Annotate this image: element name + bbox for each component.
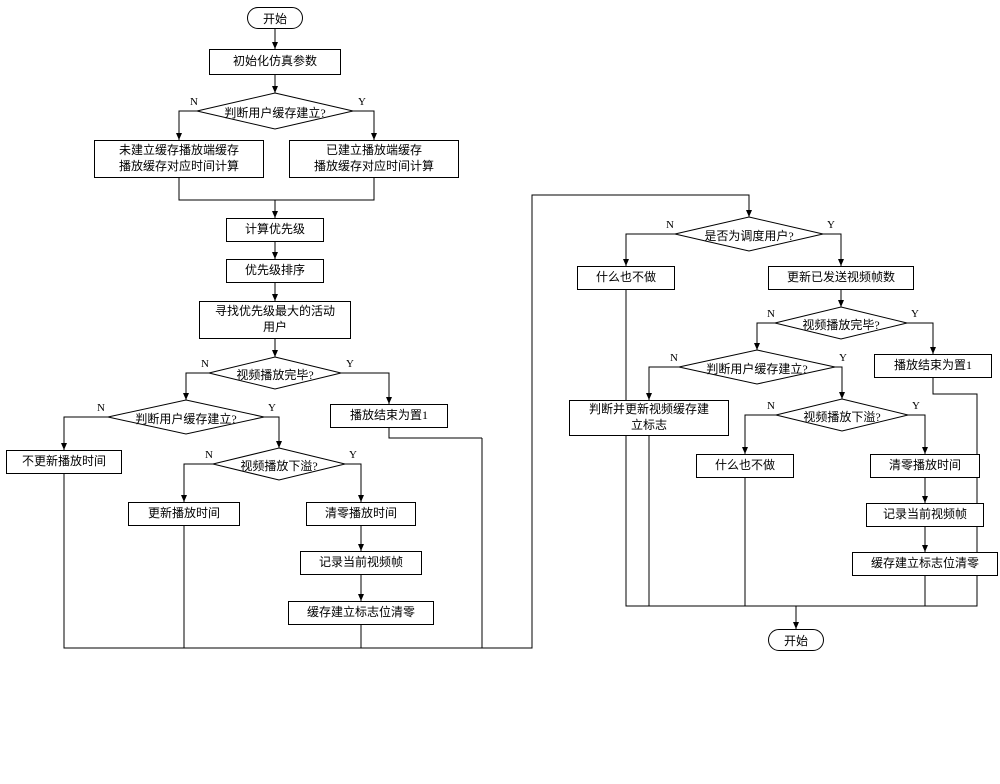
end-terminal: 开始 xyxy=(768,629,824,651)
update-sent-process: 更新已发送视频帧数 xyxy=(768,266,914,290)
y-label: Y xyxy=(349,449,357,461)
n-label: N xyxy=(201,358,209,370)
n-label: N xyxy=(205,449,213,461)
d-sched-text: 是否为调度用户? xyxy=(669,227,829,244)
update-play-process: 更新播放时间 xyxy=(128,502,240,526)
y-label: Y xyxy=(911,308,919,320)
rec-frame-process: 记录当前视频帧 xyxy=(300,551,422,575)
n-label: N xyxy=(670,352,678,364)
sort-prio-process: 优先级排序 xyxy=(226,259,324,283)
y-label: Y xyxy=(839,352,847,364)
n-label: N xyxy=(666,219,674,231)
decisions xyxy=(0,0,1000,784)
y-label: Y xyxy=(268,402,276,414)
y-label: Y xyxy=(827,219,835,231)
n-label: N xyxy=(97,402,105,414)
rec-frame2-process: 记录当前视频帧 xyxy=(866,503,984,527)
play-end1-process: 播放结束为置1 xyxy=(330,404,448,428)
yes-cache-process: 已建立播放端缓存 播放缓存对应时间计算 xyxy=(289,140,459,178)
play-end2-process: 播放结束为置1 xyxy=(874,354,992,378)
find-user-process: 寻找优先级最大的活动 用户 xyxy=(199,301,351,339)
clear-flag2-process: 缓存建立标志位清零 xyxy=(852,552,998,576)
y-label: Y xyxy=(912,400,920,412)
no-update-process: 不更新播放时间 xyxy=(6,450,122,474)
clear-flag-process: 缓存建立标志位清零 xyxy=(288,601,434,625)
n-label: N xyxy=(767,308,775,320)
d-cache2-text: 判断用户缓存建立? xyxy=(106,410,266,427)
y-label: Y xyxy=(346,358,354,370)
do-nothing-process: 什么也不做 xyxy=(577,266,675,290)
d-cache3-text: 判断用户缓存建立? xyxy=(677,360,837,377)
n-label: N xyxy=(767,400,775,412)
y-label: Y xyxy=(358,96,366,108)
d-underflow2-text: 视频播放下溢? xyxy=(762,408,922,425)
calc-prio-process: 计算优先级 xyxy=(226,218,324,242)
clear-play-process: 清零播放时间 xyxy=(306,502,416,526)
d-underflow-text: 视频播放下溢? xyxy=(199,457,359,474)
d-cache-text: 判断用户缓存建立? xyxy=(195,104,355,121)
n-label: N xyxy=(190,96,198,108)
no-cache-process: 未建立缓存播放端缓存 播放缓存对应时间计算 xyxy=(94,140,264,178)
clear-play2-process: 清零播放时间 xyxy=(870,454,980,478)
d-vid-done2-text: 视频播放完毕? xyxy=(761,316,921,333)
do-nothing2-process: 什么也不做 xyxy=(696,454,794,478)
d-vid-done-text: 视频播放完毕? xyxy=(195,366,355,383)
judge-flag-process: 判断并更新视频缓存建 立标志 xyxy=(569,400,729,436)
